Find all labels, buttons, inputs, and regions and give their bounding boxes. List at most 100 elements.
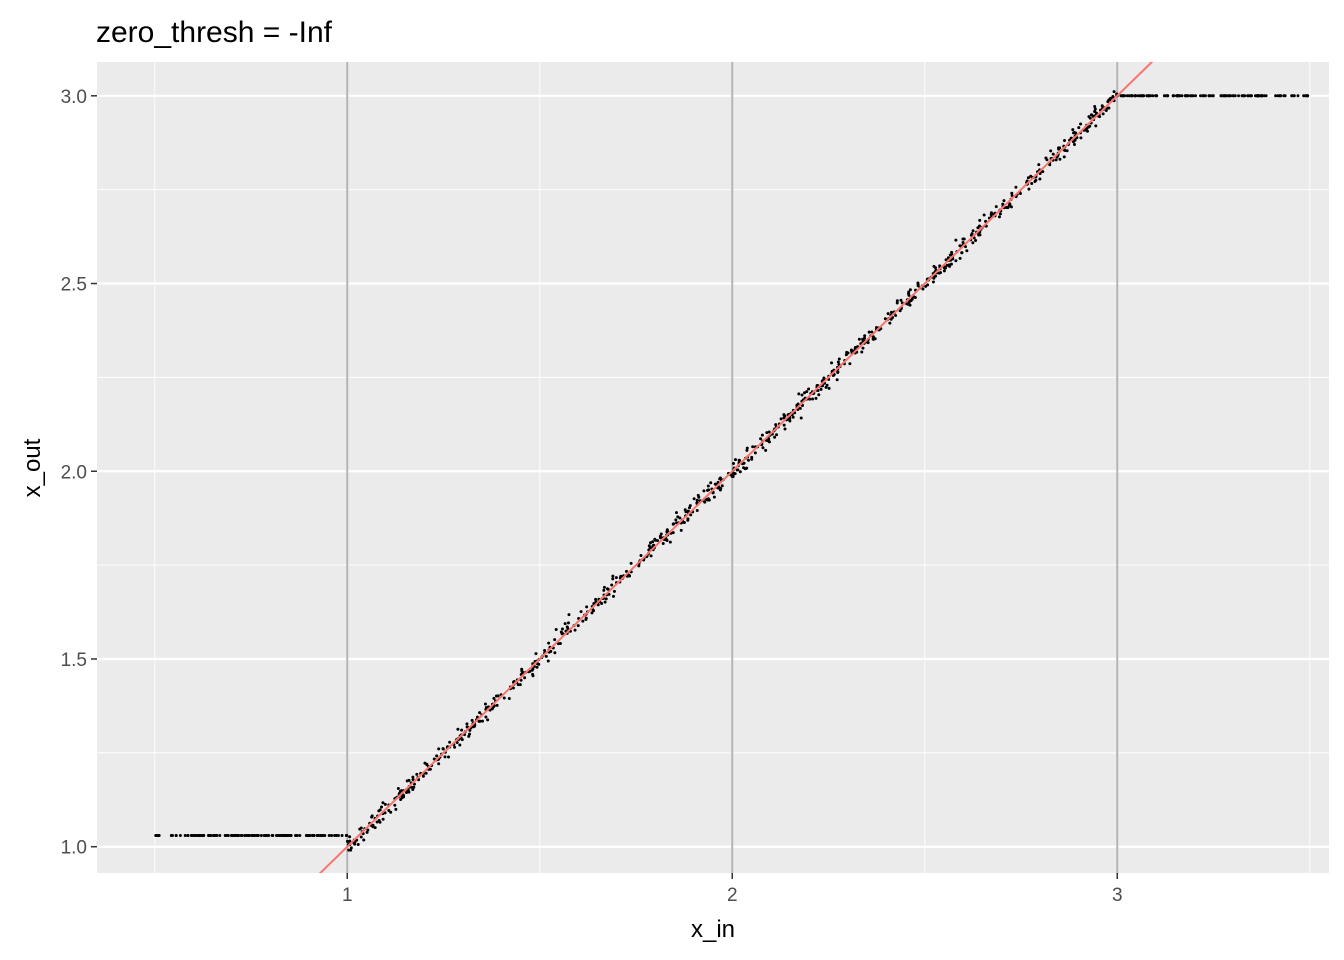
data-point: [661, 541, 665, 545]
data-point: [733, 458, 737, 462]
data-point: [1058, 157, 1062, 161]
data-point: [612, 589, 616, 593]
data-point: [1231, 94, 1235, 98]
identity-reference-line: [318, 62, 1154, 873]
data-point: [178, 833, 182, 837]
data-point: [1125, 94, 1129, 98]
data-point: [753, 451, 757, 455]
data-point: [340, 833, 344, 837]
data-point: [373, 826, 377, 830]
data-point: [1010, 191, 1014, 195]
data-point: [202, 833, 206, 837]
data-point: [824, 385, 828, 389]
data-point: [707, 488, 711, 492]
data-point: [1030, 182, 1034, 186]
data-point: [400, 789, 403, 793]
data-point: [788, 417, 792, 421]
data-point: [1130, 94, 1134, 98]
data-point: [1079, 122, 1083, 126]
data-point: [807, 387, 811, 391]
data-point: [982, 213, 986, 217]
data-point: [1051, 152, 1055, 156]
data-point: [830, 361, 834, 365]
data-point: [870, 330, 874, 334]
data-point: [743, 467, 747, 471]
data-point: [215, 833, 219, 837]
data-point: [665, 530, 669, 534]
data-point: [480, 719, 484, 723]
data-point: [394, 807, 398, 811]
data-point: [1165, 94, 1169, 98]
data-point: [460, 728, 464, 732]
data-point: [629, 561, 633, 565]
data-point: [192, 833, 196, 837]
data-point: [478, 711, 482, 715]
data-point: [689, 513, 693, 517]
data-point: [590, 611, 594, 615]
data-point: [1063, 138, 1067, 142]
data-point: [954, 259, 958, 263]
data-point: [861, 346, 865, 350]
data-point: [370, 814, 374, 818]
data-point: [381, 817, 385, 821]
data-point: [1093, 105, 1097, 109]
data-point: [553, 638, 557, 642]
data-point: [492, 696, 496, 700]
data-point: [894, 313, 898, 317]
data-point: [665, 539, 669, 543]
data-point: [791, 415, 795, 419]
data-point: [659, 532, 663, 536]
data-point: [978, 218, 982, 222]
data-point: [270, 833, 274, 837]
data-point: [720, 484, 724, 488]
data-point: [745, 446, 749, 450]
data-point: [1106, 100, 1110, 104]
data-point: [170, 833, 174, 837]
data-point: [207, 833, 211, 837]
data-point: [1009, 205, 1013, 209]
data-point: [800, 393, 804, 397]
data-point: [611, 577, 615, 581]
data-point: [731, 475, 735, 479]
data-point: [594, 597, 598, 601]
data-point: [888, 321, 892, 325]
data-point: [1248, 94, 1252, 98]
data-point: [1305, 94, 1309, 98]
data-point: [563, 622, 567, 626]
data-point: [811, 397, 815, 401]
data-point: [596, 603, 600, 607]
x-tick-label: 1: [342, 885, 353, 906]
y-axis-ticks: 1.0 1.5 2.0 2.5 3.0: [61, 87, 97, 859]
data-point: [458, 743, 462, 747]
data-point: [857, 337, 861, 341]
data-point: [1191, 94, 1195, 98]
data-point: [362, 838, 366, 842]
data-point: [1119, 94, 1123, 98]
data-point: [1151, 94, 1155, 98]
data-point: [1278, 94, 1282, 98]
data-point: [387, 809, 391, 813]
data-point: [866, 341, 870, 345]
data-point: [183, 833, 187, 837]
data-point: [378, 820, 382, 824]
data-point: [437, 747, 441, 751]
data-point: [1240, 94, 1244, 98]
data-point: [886, 312, 890, 316]
data-point: [1044, 156, 1048, 160]
data-point: [971, 241, 975, 245]
data-point: [827, 386, 831, 390]
data-point: [779, 417, 783, 421]
data-point: [782, 423, 786, 427]
data-point: [1054, 158, 1058, 162]
data-point: [863, 334, 867, 338]
data-point: [1201, 94, 1205, 98]
data-point: [775, 433, 779, 437]
data-point: [624, 569, 628, 573]
data-point: [516, 683, 520, 687]
data-point: [611, 594, 615, 598]
data-point: [585, 605, 589, 609]
data-point: [348, 839, 352, 843]
data-point: [651, 540, 655, 544]
data-point: [850, 349, 854, 353]
data-point: [327, 833, 331, 837]
